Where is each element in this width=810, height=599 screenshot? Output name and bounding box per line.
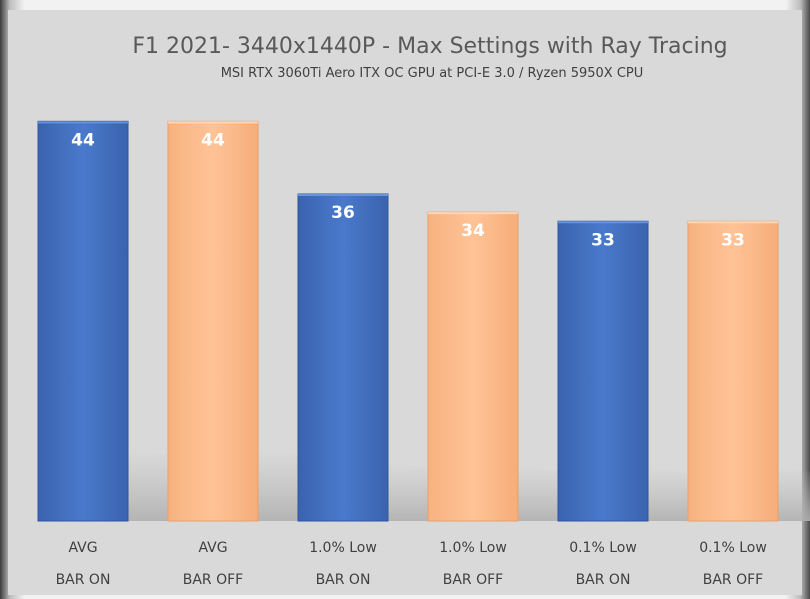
bars-layer: 44 AVG BAR ON 44 AVG BAR OFF 36 1.0% Low BAR ON 3… xyxy=(37,120,810,588)
bar-4 xyxy=(427,211,519,522)
category-label-line2: BAR OFF xyxy=(443,572,503,588)
bar-6 xyxy=(687,220,779,522)
category-label-line1: 0.1% Low xyxy=(699,540,767,556)
chart-title: F1 2021- 3440x1440P - Max Settings with … xyxy=(132,34,727,59)
category-label-line2: BAR OFF xyxy=(183,572,243,588)
data-label-6: 33 xyxy=(721,230,745,250)
bar-5 xyxy=(557,220,649,522)
category-label-line1: AVG xyxy=(198,540,227,556)
bar-shadow xyxy=(778,467,810,521)
category-label-line2: BAR ON xyxy=(316,572,371,588)
category-label-line1: 1.0% Low xyxy=(439,540,507,556)
category-label-line2: BAR OFF xyxy=(703,572,763,588)
data-label-1: 44 xyxy=(71,130,95,150)
data-label-5: 33 xyxy=(591,230,615,250)
category-label-line2: BAR ON xyxy=(576,572,631,588)
chart-subtitle: MSI RTX 3060Ti Aero ITX OC GPU at PCI-E … xyxy=(221,66,644,81)
data-label-2: 44 xyxy=(201,130,225,150)
category-label-line1: AVG xyxy=(68,540,97,556)
data-label-3: 36 xyxy=(331,203,355,223)
category-label-line1: 0.1% Low xyxy=(569,540,637,556)
category-label-line1: 1.0% Low xyxy=(309,540,377,556)
bar-3 xyxy=(297,193,389,522)
category-label-line2: BAR ON xyxy=(56,572,111,588)
bar-1 xyxy=(37,120,129,522)
bar-2 xyxy=(167,120,259,522)
data-label-4: 34 xyxy=(461,221,485,241)
